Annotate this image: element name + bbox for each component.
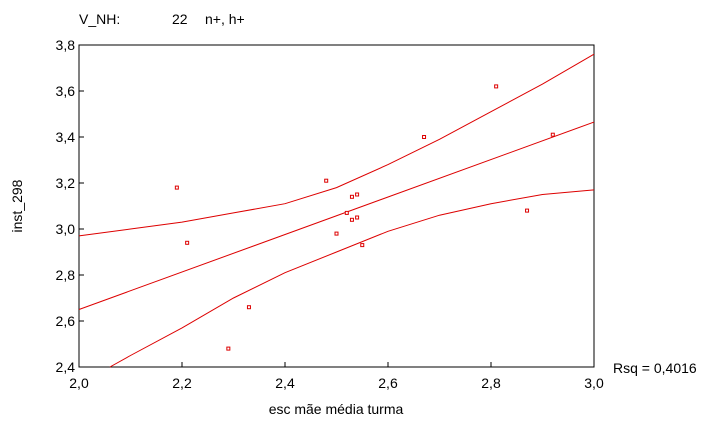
y-tick-label: 2,8 xyxy=(56,267,76,283)
scatter-point xyxy=(246,305,251,310)
y-tick-label: 3,4 xyxy=(56,129,76,145)
x-axis-label: esc mãe média turma xyxy=(269,401,404,417)
y-axis-label: inst_298 xyxy=(9,179,25,232)
y-tick-label: 3,2 xyxy=(56,175,76,191)
x-tick-label: 2,0 xyxy=(69,375,89,391)
y-tick-label: 3,0 xyxy=(56,221,76,237)
scatter-point xyxy=(355,215,360,220)
scatter-point xyxy=(422,135,427,139)
confidence-band-lower xyxy=(109,189,595,368)
header-count: 22 xyxy=(172,11,188,27)
scatter-point xyxy=(360,243,365,248)
y-tick-label: 3,6 xyxy=(56,83,76,99)
scatter-point xyxy=(334,231,339,236)
header-filter: n+, h+ xyxy=(205,11,245,27)
y-tick-label: 3,8 xyxy=(56,37,76,53)
scatter-point xyxy=(525,208,530,213)
x-tick-label: 2,4 xyxy=(275,375,295,391)
rsq-annotation: Rsq = 0,4016 xyxy=(613,360,697,376)
scatter-point xyxy=(226,346,231,351)
scatter-point xyxy=(494,84,499,89)
y-tick-label: 2,6 xyxy=(56,313,76,329)
y-tick-label: 2,4 xyxy=(56,359,76,375)
x-tick-label: 2,8 xyxy=(481,375,501,391)
scatter-point xyxy=(349,194,354,199)
scatter-point xyxy=(550,132,555,137)
scatter-point xyxy=(185,240,190,245)
regression-line xyxy=(78,121,595,310)
x-tick-label: 2,6 xyxy=(378,375,398,391)
scatter-point xyxy=(174,185,179,190)
plot-area-frame xyxy=(78,44,595,368)
scatter-point xyxy=(324,178,329,183)
header-label: V_NH: xyxy=(79,11,121,27)
x-tick-label: 3,0 xyxy=(584,375,604,391)
scatter-point xyxy=(355,192,360,197)
scatter-point xyxy=(344,210,349,215)
confidence-band-upper xyxy=(78,53,595,237)
x-tick-label: 2,2 xyxy=(172,375,192,391)
scatter-point xyxy=(349,217,354,222)
